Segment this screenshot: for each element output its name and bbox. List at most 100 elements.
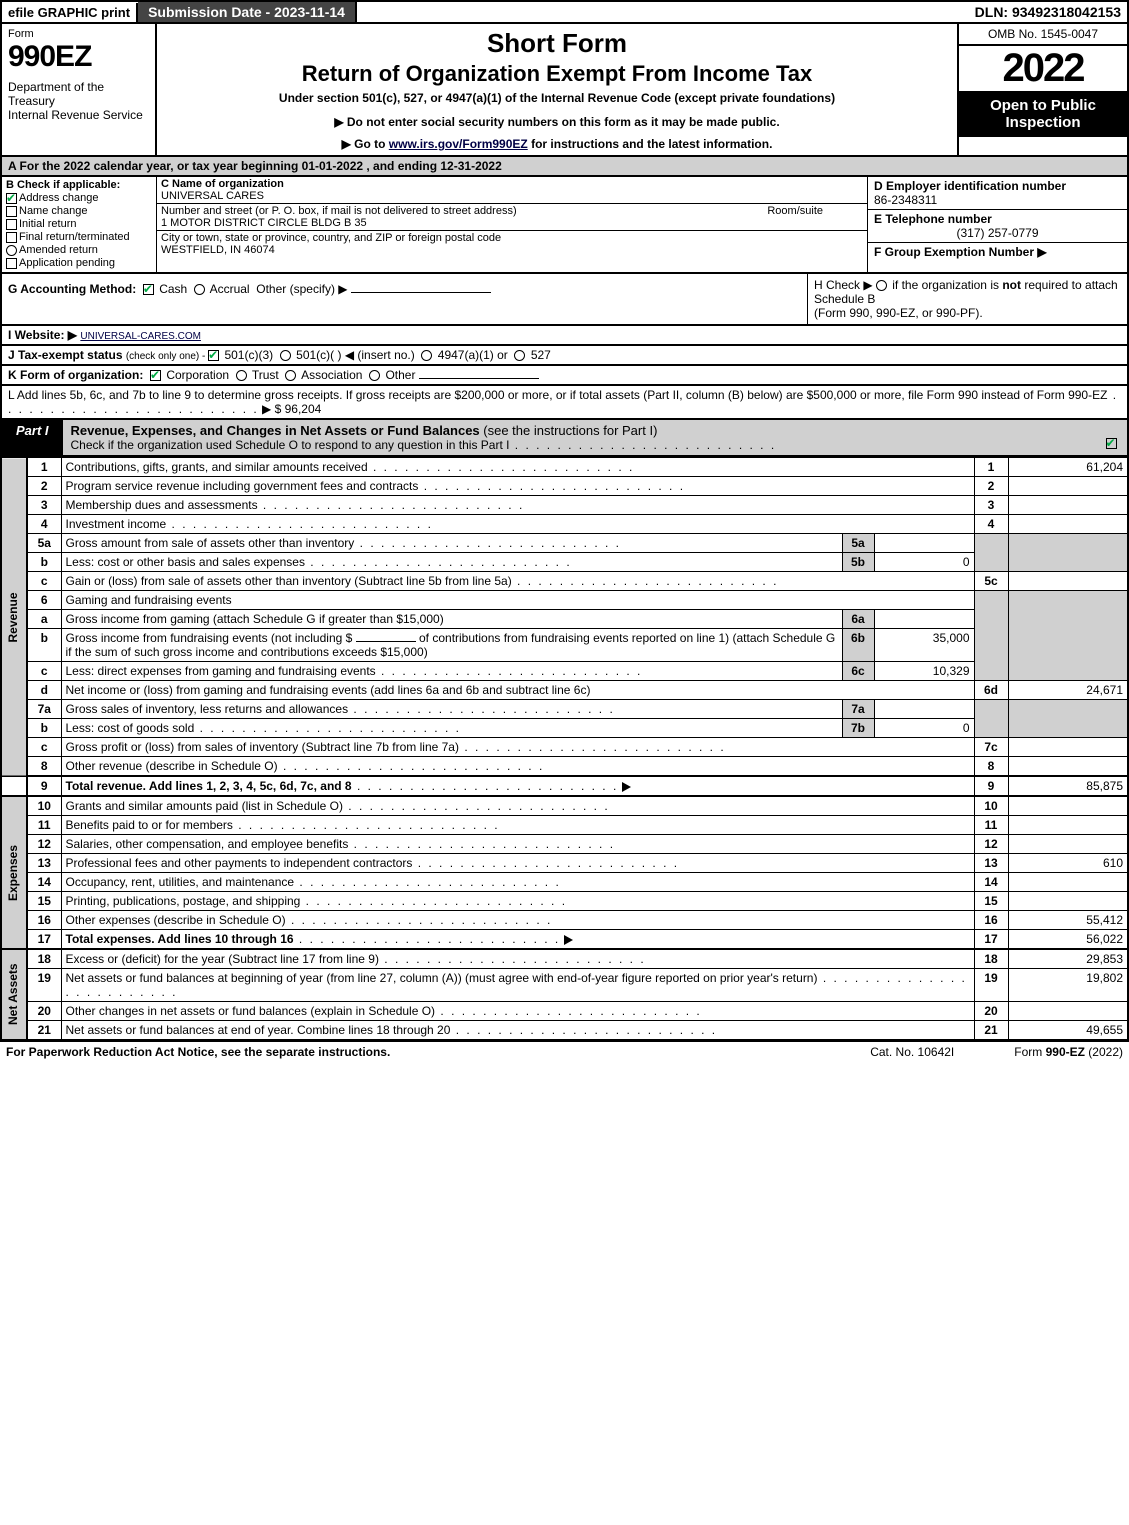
line-j: J Tax-exempt status (check only one) - 5… (0, 346, 1129, 366)
line-h: H Check ▶ if the organization is not req… (807, 274, 1127, 324)
table-row: 4Investment income4 (1, 515, 1128, 534)
form-ref: Form 990-EZ (2022) (1014, 1045, 1123, 1059)
table-row: Revenue 1 Contributions, gifts, grants, … (1, 458, 1128, 477)
link-suffix: for instructions and the latest informat… (528, 137, 773, 151)
radio-other[interactable] (369, 370, 380, 381)
checkbox-icon[interactable] (6, 219, 17, 230)
radio-501c[interactable] (280, 350, 291, 361)
table-row: 11Benefits paid to or for members11 (1, 816, 1128, 835)
expenses-sidebar: Expenses (1, 796, 27, 949)
radio-h[interactable] (876, 280, 887, 291)
radio-association[interactable] (285, 370, 296, 381)
radio-trust[interactable] (236, 370, 247, 381)
checkbox-icon[interactable] (6, 206, 17, 217)
checkbox-icon[interactable] (1106, 438, 1117, 449)
cb-application-pending[interactable]: Application pending (6, 257, 152, 269)
submission-date[interactable]: Submission Date - 2023-11-14 (138, 2, 357, 22)
website-link[interactable]: UNIVERSAL-CARES.COM (80, 331, 201, 342)
table-row: 9Total revenue. Add lines 1, 2, 3, 4, 5c… (1, 776, 1128, 796)
box-c: C Name of organization UNIVERSAL CARES N… (157, 177, 867, 272)
part1-header: Part I Revenue, Expenses, and Changes in… (0, 420, 1129, 457)
part1-table: Revenue 1 Contributions, gifts, grants, … (0, 457, 1129, 1041)
arrow-icon (564, 935, 573, 945)
header-center: Short Form Return of Organization Exempt… (157, 24, 957, 155)
table-row: 16Other expenses (describe in Schedule O… (1, 911, 1128, 930)
checkbox-icon[interactable] (6, 232, 17, 243)
other-org-blank[interactable] (419, 378, 539, 379)
table-row: 13Professional fees and other payments t… (1, 854, 1128, 873)
table-row: Expenses 10Grants and similar amounts pa… (1, 796, 1128, 816)
header-right: OMB No. 1545-0047 2022 Open to Public In… (957, 24, 1127, 155)
table-row: 12Salaries, other compensation, and empl… (1, 835, 1128, 854)
c-city-label: City or town, state or province, country… (161, 232, 501, 244)
header-left: Form 990EZ Department of the Treasury In… (2, 24, 157, 155)
box-b: B Check if applicable: Address change Na… (2, 177, 157, 272)
table-row: 7aGross sales of inventory, less returns… (1, 700, 1128, 719)
page-footer: For Paperwork Reduction Act Notice, see … (0, 1041, 1129, 1062)
irs-link[interactable]: www.irs.gov/Form990EZ (389, 137, 528, 151)
cb-initial-return[interactable]: Initial return (6, 218, 152, 230)
table-row: Net Assets 18Excess or (deficit) for the… (1, 949, 1128, 969)
top-bar: efile GRAPHIC print Submission Date - 20… (0, 0, 1129, 24)
open-to-public: Open to Public Inspection (959, 91, 1127, 137)
room-suite-label: Room/suite (767, 205, 863, 229)
line-k: K Form of organization: Corporation Trus… (0, 366, 1129, 386)
table-row: bGross income from fundraising events (n… (1, 629, 1128, 662)
netassets-sidebar: Net Assets (1, 949, 27, 1040)
table-row: 21Net assets or fund balances at end of … (1, 1021, 1128, 1041)
efile-label[interactable]: efile GRAPHIC print (2, 3, 138, 22)
org-name: UNIVERSAL CARES (161, 190, 264, 202)
form-header: Form 990EZ Department of the Treasury In… (0, 24, 1129, 157)
cb-amended-return[interactable]: Amended return (6, 244, 152, 256)
radio-527[interactable] (514, 350, 525, 361)
table-row: 20Other changes in net assets or fund ba… (1, 1002, 1128, 1021)
form-number: 990EZ (8, 40, 149, 74)
table-row: 6Gaming and fundraising events (1, 591, 1128, 610)
radio-icon[interactable] (6, 245, 17, 256)
dln: DLN: 93492318042153 (969, 2, 1127, 22)
table-row: 5aGross amount from sale of assets other… (1, 534, 1128, 553)
cb-cash[interactable] (143, 284, 154, 295)
table-row: 3Membership dues and assessments3 (1, 496, 1128, 515)
cb-corporation[interactable] (150, 370, 161, 381)
line-a: A For the 2022 calendar year, or tax yea… (0, 157, 1129, 177)
part1-schedule-o-check[interactable] (1097, 420, 1127, 455)
cb-final-return[interactable]: Final return/terminated (6, 231, 152, 243)
form-subtitle: Under section 501(c), 527, or 4947(a)(1)… (163, 91, 951, 105)
ssn-warning: ▶ Do not enter social security numbers o… (163, 115, 951, 129)
part1-tab: Part I (2, 420, 63, 455)
tax-year: 2022 (959, 46, 1127, 91)
table-row: 19Net assets or fund balances at beginni… (1, 969, 1128, 1002)
table-row: cGross profit or (loss) from sales of in… (1, 738, 1128, 757)
line-g: G Accounting Method: Cash Accrual Other … (2, 274, 807, 324)
telephone: (317) 257-0779 (874, 226, 1121, 240)
cb-501c3[interactable] (208, 350, 219, 361)
short-form-label: Short Form (163, 28, 951, 59)
omb-number: OMB No. 1545-0047 (959, 24, 1127, 46)
line-i: I Website: ▶ UNIVERSAL-CARES.COM (0, 326, 1129, 346)
table-row: dNet income or (loss) from gaming and fu… (1, 681, 1128, 700)
c-name-label: C Name of organization (161, 178, 284, 190)
cb-address-change[interactable]: Address change (6, 192, 152, 204)
line-l: L Add lines 5b, 6c, and 7b to line 9 to … (0, 386, 1129, 420)
section-bcdef: B Check if applicable: Address change Na… (0, 177, 1129, 274)
box-d-label: D Employer identification number (874, 179, 1066, 193)
part1-title: Revenue, Expenses, and Changes in Net As… (63, 420, 1097, 455)
table-row: aGross income from gaming (attach Schedu… (1, 610, 1128, 629)
cb-name-change[interactable]: Name change (6, 205, 152, 217)
org-city: WESTFIELD, IN 46074 (161, 244, 275, 256)
table-row: 2Program service revenue including gover… (1, 477, 1128, 496)
form-label: Form (8, 28, 149, 40)
box-f-label: F Group Exemption Number ▶ (874, 245, 1047, 259)
checkbox-icon[interactable] (6, 258, 17, 269)
radio-4947[interactable] (421, 350, 432, 361)
checkbox-icon[interactable] (6, 193, 17, 204)
box-def: D Employer identification number 86-2348… (867, 177, 1127, 272)
radio-accrual[interactable] (194, 284, 205, 295)
arrow-icon (622, 782, 631, 792)
table-row: cGain or (loss) from sale of assets othe… (1, 572, 1128, 591)
other-blank[interactable] (351, 292, 491, 293)
revenue-sidebar: Revenue (1, 458, 27, 777)
table-row: 8Other revenue (describe in Schedule O)8 (1, 757, 1128, 777)
table-row: bLess: cost of goods sold7b0 (1, 719, 1128, 738)
